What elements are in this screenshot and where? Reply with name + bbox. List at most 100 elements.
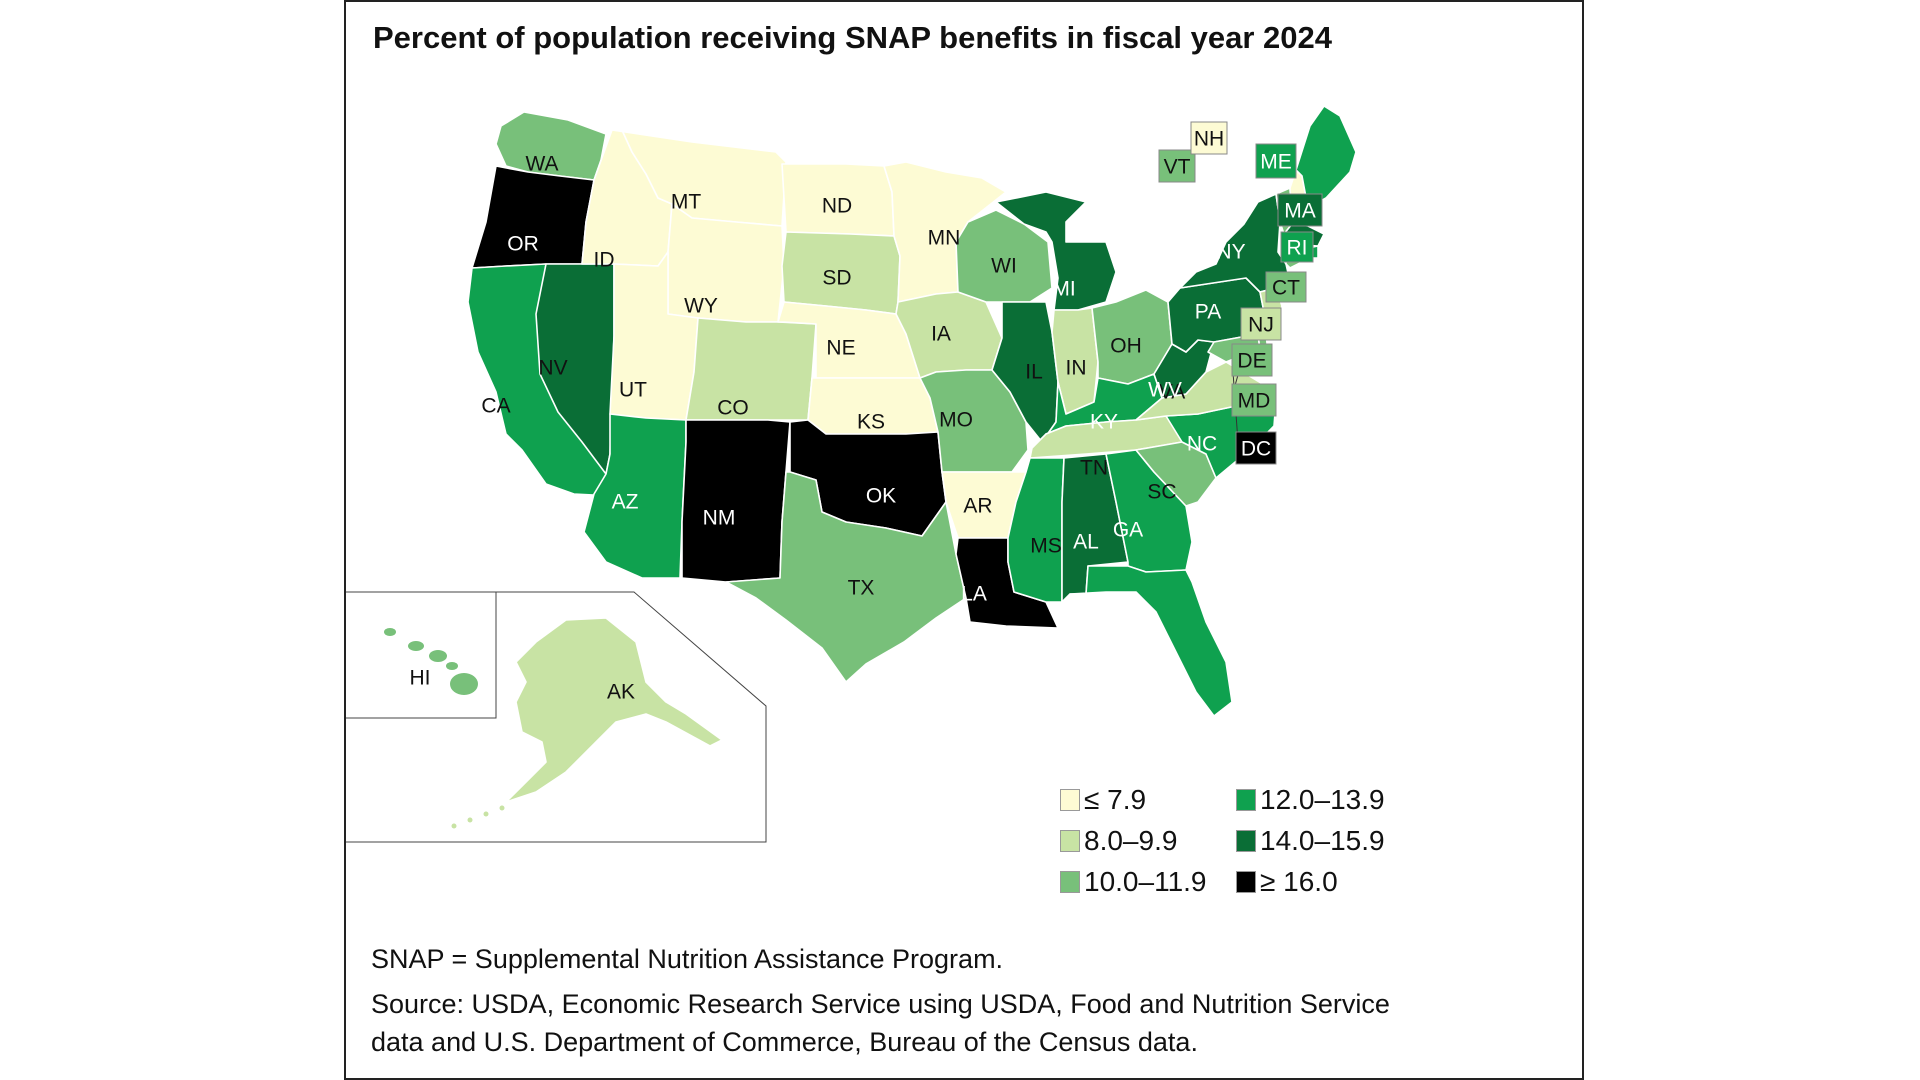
us-choropleth-map: WA OR CA NV ID MT WY UT AZ CO NM ND SD NE KS OK TX MN IA MO… xyxy=(346,105,1357,843)
legend-swatch xyxy=(1236,871,1256,893)
state-label-ar: AR xyxy=(963,495,992,518)
legend-label: 8.0–9.9 xyxy=(1084,825,1178,856)
callout-box-de xyxy=(1231,343,1273,377)
snap-definition-note: SNAP = Supplemental Nutrition Assistance… xyxy=(371,944,1004,974)
legend-item: 8.0–9.9 xyxy=(1060,825,1177,857)
state-hi-island-4 xyxy=(446,662,458,670)
state-label-va: VA xyxy=(1159,381,1185,404)
callout-box-ct xyxy=(1265,271,1307,303)
state-ak-island-2 xyxy=(483,811,489,817)
state-label-ri: RI xyxy=(1287,237,1308,260)
state-label-al: AL xyxy=(1073,531,1099,554)
legend-swatch xyxy=(1236,789,1256,811)
state-label-co: CO xyxy=(717,397,749,420)
state-label-ga: GA xyxy=(1113,519,1143,542)
source-note-line-1: Source: USDA, Economic Research Service … xyxy=(371,989,1390,1019)
state-me xyxy=(1295,105,1357,209)
state-label-sc: SC xyxy=(1147,481,1176,504)
state-label-vt: VT xyxy=(1164,156,1191,179)
state-ak xyxy=(505,617,723,803)
state-ak-island-4 xyxy=(451,823,457,829)
state-label-in: IN xyxy=(1066,357,1087,380)
callout-box-ri xyxy=(1280,231,1314,263)
state-label-ct: CT xyxy=(1272,277,1300,300)
state-label-il: IL xyxy=(1025,361,1043,384)
chart-title: Percent of population receiving SNAP ben… xyxy=(373,20,1333,55)
state-mo xyxy=(919,369,1029,473)
state-label-ok: OK xyxy=(866,485,896,508)
legend-label: 12.0–13.9 xyxy=(1260,784,1385,815)
state-label-de: DE xyxy=(1237,350,1266,373)
alaska-inset-frame xyxy=(346,591,767,843)
state-hi-island-2 xyxy=(408,641,424,651)
legend-swatch xyxy=(1236,830,1256,852)
state-mi xyxy=(995,191,1117,311)
state-label-ky: KY xyxy=(1090,411,1118,434)
state-label-tx: TX xyxy=(848,577,875,600)
state-label-wy: WY xyxy=(684,295,718,318)
legend-swatch xyxy=(1060,830,1080,852)
state-label-fl: FL xyxy=(1124,629,1149,652)
state-ak-island-1 xyxy=(499,805,505,811)
legend-item: ≤ 7.9 xyxy=(1060,784,1146,816)
state-label-ut: UT xyxy=(619,379,647,402)
legend-item: 12.0–13.9 xyxy=(1236,784,1385,816)
callout-box-vt xyxy=(1158,149,1196,183)
state-label-wa: WA xyxy=(525,153,558,176)
state-label-ak: AK xyxy=(607,681,635,704)
state-label-la: LA xyxy=(961,583,987,606)
state-label-dc: DC xyxy=(1241,438,1271,461)
legend-label: 10.0–11.9 xyxy=(1084,866,1207,897)
state-hi-island-1 xyxy=(384,628,396,636)
state-label-tn: TN xyxy=(1080,457,1108,480)
state-label-ca: CA xyxy=(481,395,510,418)
state-label-nm: NM xyxy=(703,507,736,530)
legend-item: 10.0–11.9 xyxy=(1060,866,1207,898)
state-hi-island-5 xyxy=(450,673,478,695)
state-label-me: ME xyxy=(1260,151,1292,174)
state-label-md: MD xyxy=(1238,390,1271,413)
state-label-ma: MA xyxy=(1284,200,1316,223)
state-label-wv: WV xyxy=(1148,379,1182,402)
legend-item: 14.0–15.9 xyxy=(1236,825,1385,857)
state-label-sd: SD xyxy=(822,267,851,290)
callout-box-nh xyxy=(1190,121,1228,155)
source-note-line-2: data and U.S. Department of Commerce, Bu… xyxy=(371,1027,1198,1057)
callout-box-dc xyxy=(1235,431,1277,465)
state-label-mt: MT xyxy=(671,191,701,214)
state-label-ny: NY xyxy=(1216,241,1245,264)
state-label-pa: PA xyxy=(1195,301,1221,324)
legend-label: 14.0–15.9 xyxy=(1260,825,1385,856)
hawaii-inset-frame xyxy=(346,591,497,719)
state-label-az: AZ xyxy=(612,491,639,514)
state-label-nc: NC xyxy=(1187,433,1217,456)
state-label-nv: NV xyxy=(538,357,567,380)
state-label-nd: ND xyxy=(822,195,852,218)
state-label-or: OR xyxy=(507,233,539,256)
callout-box-nj xyxy=(1240,307,1282,341)
state-label-mn: MN xyxy=(928,227,961,250)
callout-box-ma xyxy=(1277,193,1323,227)
state-label-hi: HI xyxy=(410,667,431,690)
state-label-mi: MI xyxy=(1052,278,1075,301)
state-label-wi: WI xyxy=(991,255,1017,278)
state-hi-island-3 xyxy=(429,650,447,662)
state-label-ms: MS xyxy=(1030,535,1062,558)
callout-box-me xyxy=(1255,143,1297,179)
legend-label: ≤ 7.9 xyxy=(1084,784,1147,815)
state-label-ia: IA xyxy=(931,323,951,346)
state-label-id: ID xyxy=(594,249,615,272)
legend-label: ≥ 16.0 xyxy=(1260,866,1338,897)
state-fl xyxy=(1069,565,1233,717)
legend-swatch xyxy=(1060,871,1080,893)
legend-item: ≥ 16.0 xyxy=(1236,866,1338,898)
state-label-ne: NE xyxy=(826,337,855,360)
state-label-mo: MO xyxy=(939,409,973,432)
callout-box-md xyxy=(1231,383,1277,417)
figure-frame: Percent of population receiving SNAP ben… xyxy=(344,0,1584,1080)
state-co xyxy=(685,317,817,421)
state-nm xyxy=(681,419,791,583)
state-label-nj: NJ xyxy=(1248,314,1274,337)
state-ak-island-3 xyxy=(467,817,473,823)
state-label-oh: OH xyxy=(1110,335,1142,358)
